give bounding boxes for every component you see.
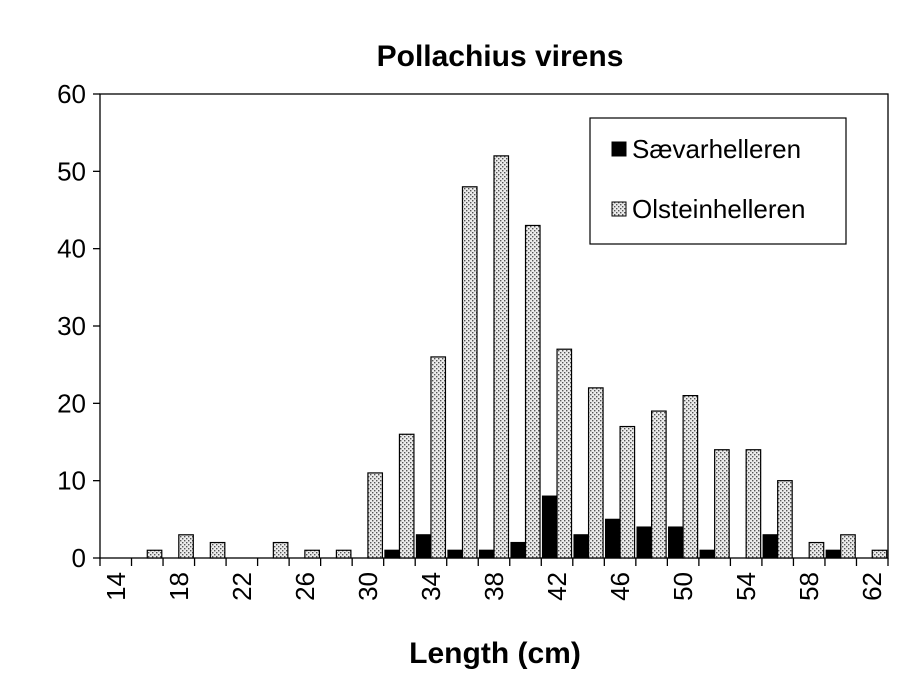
bar-olsteinhelleren-26 [304,549,320,559]
x-tick-label-group: 18 [164,572,194,601]
x-tick-label-group: 34 [416,572,446,601]
bar-olsteinhelleren-36 [461,186,478,559]
y-tick-label: 60 [57,79,86,109]
x-tick-label: 30 [353,572,383,601]
bar-saevarhelleren-52 [699,549,716,559]
x-tick-label-group: 14 [101,572,131,601]
y-tick-label: 30 [57,311,86,341]
bar-olsteinhelleren-62 [871,549,888,559]
x-tick-label-group: 54 [731,572,761,601]
y-tick-label: 10 [57,466,86,496]
bar-olsteinhelleren-28 [335,549,352,559]
x-tick-label: 42 [542,572,572,601]
bar-saevarhelleren-40 [510,541,527,559]
x-tick-label: 22 [227,572,257,601]
bar-saevarhelleren-38 [478,549,495,559]
bar-saevarhelleren-44 [573,534,590,559]
legend-label: Sævarhelleren [632,134,801,164]
x-tick-label-group: 26 [290,572,320,601]
bar-olsteinhelleren-50 [682,395,699,559]
x-tick-label-group: 50 [668,572,698,601]
x-tick-label-group: 38 [479,572,509,601]
bar-olsteinhelleren-60 [840,534,856,559]
x-tick-label-group: 30 [353,572,383,601]
y-tick-label: 0 [72,543,86,573]
x-tick-label: 26 [290,572,320,601]
x-tick-label: 50 [668,572,698,601]
y-tick-label: 40 [57,234,86,264]
bar-saevarhelleren-42 [541,495,558,559]
bar-olsteinhelleren-46 [619,425,636,559]
x-tick-label: 38 [479,572,509,601]
bar-olsteinhelleren-52 [714,449,730,559]
x-tick-label-group: 58 [794,572,824,601]
x-tick-label: 46 [605,572,635,601]
x-tick-label: 14 [101,572,131,601]
bar-olsteinhelleren-44 [587,387,604,559]
legend: Sævarhelleren Olsteinhelleren [589,117,847,245]
legend-swatch [611,201,627,217]
bar-olsteinhelleren-30 [367,472,384,559]
axes: 0 10 20 30 40 50 60 14 18 22 26 30 34 38 42 46 50 54 58 62 [57,79,889,601]
x-tick-label-group: 22 [227,572,257,601]
x-tick-label: 62 [857,572,887,601]
bar-olsteinhelleren-38 [493,155,510,559]
bar-saevarhelleren-34 [415,534,432,559]
legend-swatch [611,141,627,157]
bar-olsteinhelleren-32 [398,433,415,559]
x-tick-label: 18 [164,572,194,601]
bar-olsteinhelleren-16 [146,549,163,559]
bar-saevarhelleren-46 [604,518,621,559]
chart-title: Pollachius virens [377,40,624,73]
bar-olsteinhelleren-56 [777,480,793,559]
bar-olsteinhelleren-18 [178,534,194,559]
bars [146,155,888,559]
bar-saevarhelleren-32 [384,549,401,559]
y-tick-label: 50 [57,156,86,186]
x-tick-label: 58 [794,572,824,601]
bar-olsteinhelleren-34 [430,356,447,559]
bar-saevarhelleren-60 [825,549,842,559]
x-axis-label: Length (cm) [409,637,581,670]
x-tick-label-group: 46 [605,572,635,601]
bar-saevarhelleren-50 [668,526,684,559]
bar-saevarhelleren-56 [762,534,779,559]
bar-olsteinhelleren-42 [556,348,573,559]
x-tick-label-group: 42 [542,572,572,601]
legend-label: Olsteinhelleren [632,194,805,224]
y-tick-label: 20 [57,388,86,418]
bar-olsteinhelleren-24 [272,541,289,559]
x-tick-label-group: 62 [857,572,887,601]
bar-saevarhelleren-36 [447,549,464,559]
bar-olsteinhelleren-40 [524,224,541,559]
bar-olsteinhelleren-58 [808,541,825,559]
legend-box [589,117,847,245]
x-tick-label: 34 [416,572,446,601]
bar-saevarhelleren-48 [636,526,653,559]
x-tick-label: 54 [731,572,761,601]
bar-olsteinhelleren-54 [745,449,762,559]
bar-olsteinhelleren-20 [209,541,226,559]
bar-olsteinhelleren-48 [650,410,667,559]
